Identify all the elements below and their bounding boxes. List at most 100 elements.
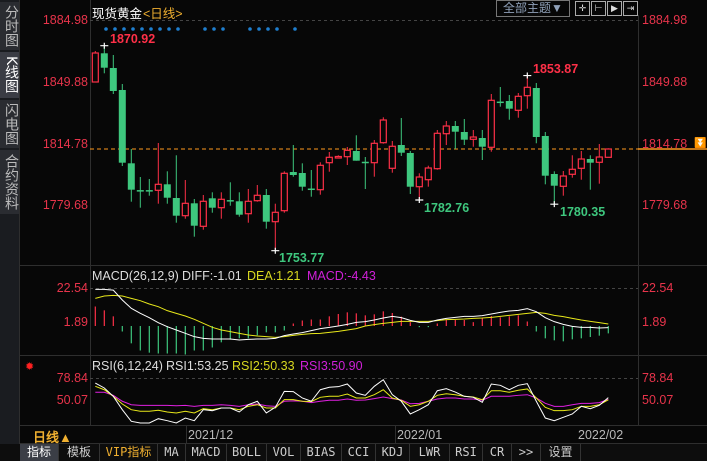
low-label: 1753.77 xyxy=(279,251,325,265)
candle-body-down xyxy=(460,132,468,140)
candle-body-up xyxy=(487,99,495,148)
tab-cci[interactable]: CCI xyxy=(342,444,376,461)
tab-settings[interactable]: 设置 xyxy=(541,444,581,461)
crosshair-icon[interactable]: ✛ xyxy=(575,1,590,16)
price-tick-right: 1849.88 xyxy=(642,75,688,89)
signal-dot xyxy=(221,27,225,31)
candle-body-up xyxy=(442,125,450,135)
candle-body-down xyxy=(118,89,126,163)
sidebar-item-flash-chart[interactable]: 闪电图 xyxy=(0,100,19,148)
candle-body-down xyxy=(496,101,504,104)
candle-body-down xyxy=(586,159,594,163)
macd-diff-value: DIFF:-1.01 xyxy=(182,269,242,283)
macd-macd-value: MACD:-4.43 xyxy=(307,269,376,283)
sidebar-item-contract-info[interactable]: 合约资料 xyxy=(0,150,19,214)
tab-macd[interactable]: MACD xyxy=(186,444,227,461)
date-label: 2022/02 xyxy=(578,428,624,442)
tab-vip-indicators[interactable]: VIP指标 xyxy=(100,444,158,461)
macd-tick-left: 22.54 xyxy=(56,281,88,295)
extreme-marker xyxy=(523,72,532,79)
candle-body-up xyxy=(271,211,279,223)
candle-body-up xyxy=(568,168,576,175)
tab-vol[interactable]: VOL xyxy=(267,444,301,461)
signal-dot xyxy=(293,27,297,31)
period-label: <日线> xyxy=(143,7,183,21)
candle-body-up xyxy=(280,172,288,212)
high-label: 1870.92 xyxy=(110,32,156,46)
candle-body-down xyxy=(505,100,513,109)
candle-body-down xyxy=(127,163,135,190)
candle-body-down xyxy=(406,153,414,187)
goto-end-icon[interactable]: ⇥ xyxy=(623,1,638,16)
play-right-icon[interactable]: ▶ xyxy=(607,1,622,16)
macd-params: MACD(26,12,9) xyxy=(92,269,179,283)
tab-cr[interactable]: CR xyxy=(483,444,512,461)
candle-body-down xyxy=(163,184,171,198)
candle-body-up xyxy=(199,200,207,227)
candle-body-down xyxy=(307,188,315,191)
candle-body-down xyxy=(100,53,108,68)
tab-rsi[interactable]: RSI xyxy=(450,444,483,461)
tab-boll[interactable]: BOLL xyxy=(227,444,267,461)
tab-ma[interactable]: MA xyxy=(158,444,186,461)
candle-body-down xyxy=(352,151,360,161)
sidebar-item-timeshare[interactable]: 分时图 xyxy=(0,2,19,50)
macd-diff-line xyxy=(95,288,609,341)
candle-body-up xyxy=(388,145,396,169)
candle-body-up xyxy=(469,136,477,140)
candle-body-down xyxy=(226,200,234,202)
candle-body-up xyxy=(334,155,342,159)
sidebar: 分时图 K线图 闪电图 合约资料 xyxy=(0,0,19,444)
rsi-tick-left: 78.84 xyxy=(56,371,88,385)
candle-body-up xyxy=(217,198,225,209)
candle-body-down xyxy=(136,190,144,192)
candle-body-up xyxy=(604,148,612,158)
indicator-settings-icon[interactable]: ✹ xyxy=(25,361,35,373)
candle-body-down xyxy=(541,135,549,176)
candle-body-up xyxy=(415,176,423,188)
candle-body-up xyxy=(253,194,261,202)
extreme-marker xyxy=(271,247,280,254)
period-toggle-button[interactable]: 日线▲ xyxy=(33,430,72,445)
signal-dot xyxy=(176,27,180,31)
candle-body-up xyxy=(577,158,585,169)
candle-body-up xyxy=(424,167,432,181)
signal-dot xyxy=(212,27,216,31)
macd-tick-left: 1.89 xyxy=(63,315,88,329)
price-tick-right: 1779.68 xyxy=(642,198,688,212)
candle-body-up xyxy=(370,142,378,164)
tab-templates[interactable]: 模板 xyxy=(59,444,100,461)
macd-dea-line xyxy=(95,294,609,338)
tab-more[interactable]: >> xyxy=(512,444,541,461)
candle-body-up xyxy=(154,183,162,191)
candle-body-up xyxy=(559,175,567,187)
candle-body-down xyxy=(235,201,243,215)
candle-body-down xyxy=(478,138,486,147)
rsi-tick-left: 50.07 xyxy=(56,393,88,407)
sidebar-item-kline[interactable]: K线图 xyxy=(0,52,19,98)
theme-dropdown[interactable]: 全部主题▼ xyxy=(496,0,570,17)
tab-bias[interactable]: BIAS xyxy=(301,444,342,461)
signal-dot xyxy=(203,27,207,31)
tab-indicators[interactable]: 指标 xyxy=(20,444,59,461)
extreme-marker xyxy=(415,196,424,203)
rsi2-line xyxy=(95,385,609,414)
candle-body-up xyxy=(433,132,441,170)
candle-body-down xyxy=(262,194,270,222)
rsi-tick-right: 78.84 xyxy=(642,371,674,385)
tab-kdj[interactable]: KDJ xyxy=(376,444,410,461)
candle-body-up xyxy=(379,119,387,144)
double-down-arrow-icon: ⏬ xyxy=(694,138,707,149)
extreme-marker xyxy=(550,201,559,208)
tab-lwr[interactable]: LWR xyxy=(410,444,450,461)
candle-body-down xyxy=(208,198,216,208)
rsi1-value: RSI1:53.25 xyxy=(166,359,229,373)
price-tick-left: 1814.78 xyxy=(42,137,88,151)
rsi-tick-right: 50.07 xyxy=(642,393,674,407)
zoom-left-icon[interactable]: ⊢ xyxy=(591,1,606,16)
rsi1-line xyxy=(95,378,609,424)
price-tick-right: 1814.78 xyxy=(642,137,688,151)
low-label: 1780.35 xyxy=(560,205,606,219)
candle-body-down xyxy=(109,67,117,92)
